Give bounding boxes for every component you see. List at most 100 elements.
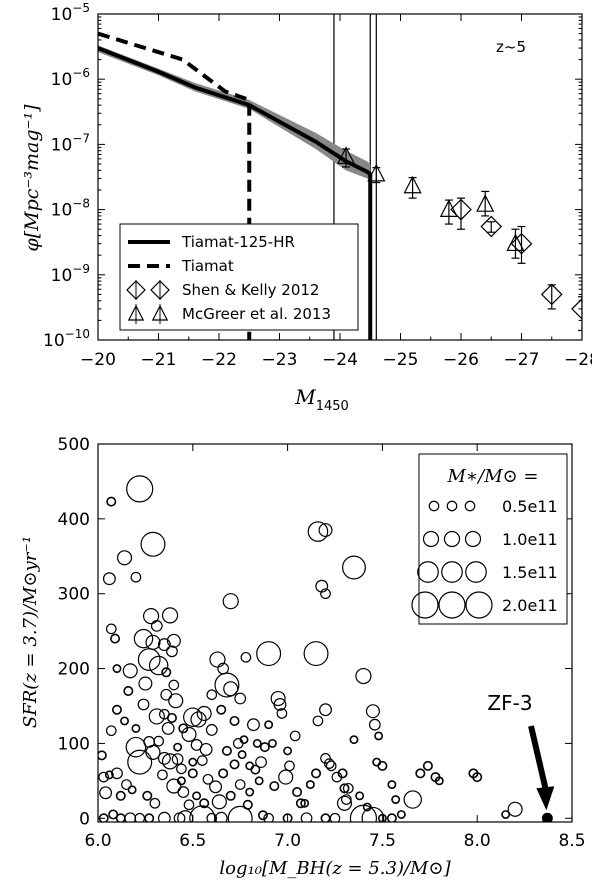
scatter-point bbox=[144, 813, 155, 822]
scatter-point bbox=[137, 698, 150, 711]
scatter-point bbox=[168, 679, 180, 691]
scatter-point bbox=[368, 718, 381, 731]
scatter-point bbox=[315, 579, 329, 593]
scatter-point bbox=[111, 767, 123, 780]
point-1-4 bbox=[476, 194, 495, 212]
scatter-point bbox=[112, 664, 122, 674]
scatter-point bbox=[148, 708, 165, 725]
legend-marker bbox=[127, 304, 145, 321]
legend-marker bbox=[464, 530, 482, 548]
scatter-point bbox=[121, 779, 132, 790]
scatter-point bbox=[205, 724, 218, 736]
y-tick-label: 10−8 bbox=[51, 197, 90, 221]
scatter-point bbox=[282, 813, 293, 822]
scatter-point bbox=[349, 735, 359, 745]
scatter-point bbox=[303, 641, 329, 667]
scatter-point bbox=[234, 779, 246, 790]
legend-label: 1.0e11 bbox=[502, 530, 558, 549]
scatter-point bbox=[319, 703, 332, 717]
scatter-point bbox=[176, 763, 187, 775]
legend-marker bbox=[422, 530, 440, 548]
x-tick-label: −25 bbox=[383, 350, 419, 370]
scatter-point bbox=[196, 755, 208, 766]
scatter-point bbox=[166, 645, 178, 658]
x-tick-label: 8.0 bbox=[464, 831, 491, 851]
point-0-2 bbox=[510, 232, 533, 255]
top-xlabel: M1450 bbox=[294, 385, 349, 414]
point-1-3 bbox=[439, 199, 458, 217]
scatter-point bbox=[216, 704, 227, 715]
scatter-point bbox=[223, 681, 239, 697]
scatter-point bbox=[214, 811, 228, 822]
legend-label: Shen & Kelly 2012 bbox=[182, 281, 319, 299]
x-tick-label: −27 bbox=[504, 350, 540, 370]
scatter-point bbox=[320, 588, 331, 600]
legend-label: Tiamat bbox=[181, 257, 234, 275]
x-tick-label: 7.5 bbox=[369, 831, 396, 851]
scatter-point bbox=[102, 572, 116, 586]
legend-marker bbox=[126, 280, 146, 300]
scatter-point bbox=[206, 689, 218, 701]
scatter-point bbox=[254, 776, 264, 786]
zf3-label: ZF-3 bbox=[487, 691, 532, 715]
legend-marker bbox=[428, 500, 440, 512]
top-annotation: z~5 bbox=[496, 38, 526, 56]
scatter-point bbox=[116, 550, 133, 566]
legend-marker bbox=[465, 591, 493, 619]
legend-label: Tiamat-125-HR bbox=[181, 233, 295, 251]
scatter-point bbox=[161, 607, 179, 624]
scatter-point bbox=[142, 790, 153, 801]
scatter-point bbox=[206, 812, 218, 822]
scatter-point bbox=[161, 667, 172, 678]
scatter-point bbox=[145, 634, 161, 650]
scatter-point bbox=[342, 782, 354, 794]
bottom-ylabel: SFR(z = 3.7)/M⊙yr⁻¹ bbox=[20, 536, 41, 728]
scatter-point bbox=[276, 708, 288, 719]
scatter-point bbox=[273, 698, 287, 711]
scatter-point bbox=[312, 715, 324, 727]
scatter-point bbox=[140, 531, 166, 557]
scatter-point bbox=[415, 768, 426, 779]
scatter-point bbox=[133, 628, 154, 649]
scatter-point bbox=[99, 786, 113, 800]
scatter-point bbox=[320, 813, 331, 822]
scatter-point bbox=[181, 726, 197, 742]
scatter-point bbox=[257, 810, 268, 821]
scatter-point bbox=[239, 735, 249, 745]
scatter-point bbox=[171, 753, 184, 766]
x-tick-label: −24 bbox=[322, 350, 358, 370]
scatter-point bbox=[278, 769, 294, 785]
legend-label: 1.5e11 bbox=[502, 563, 558, 582]
scatter-point bbox=[160, 688, 173, 701]
scatter-point bbox=[131, 723, 141, 733]
legend-marker bbox=[417, 561, 439, 583]
scatter-point bbox=[189, 805, 216, 822]
scatter-point bbox=[138, 676, 153, 691]
scatter-point bbox=[355, 791, 365, 801]
scatter-point bbox=[157, 811, 171, 822]
point-1-5 bbox=[506, 233, 525, 252]
scatter-point bbox=[245, 787, 255, 797]
scatter-point bbox=[270, 690, 286, 707]
scatter-point bbox=[221, 745, 232, 756]
scatter-point bbox=[305, 780, 315, 790]
scatter-point bbox=[161, 721, 175, 735]
scatter-point bbox=[403, 790, 422, 809]
y-tick-label: 10−9 bbox=[51, 262, 90, 286]
scatter-point bbox=[307, 521, 329, 542]
scatter-point bbox=[105, 623, 117, 635]
scatter-point bbox=[263, 812, 274, 822]
scatter-point bbox=[336, 795, 353, 811]
scatter-point bbox=[337, 768, 348, 779]
legend-label: 2.0e11 bbox=[502, 596, 558, 615]
scatter-point bbox=[240, 651, 252, 663]
scatter-point bbox=[234, 692, 247, 705]
sfr-vs-bh-mass-chart: 6.0 6.5 7.0 7.5 8.0 8.5 0 100 200 300 400 500 M∗/M⊙… bbox=[20, 435, 586, 879]
y-tick-label: 400 bbox=[58, 510, 90, 530]
scatter-point bbox=[237, 750, 247, 760]
scatter-point bbox=[122, 663, 138, 679]
series-line-0 bbox=[98, 46, 373, 340]
y-tick-label: 200 bbox=[58, 660, 90, 680]
scatter-point bbox=[361, 806, 385, 822]
scatter-point bbox=[190, 711, 207, 728]
